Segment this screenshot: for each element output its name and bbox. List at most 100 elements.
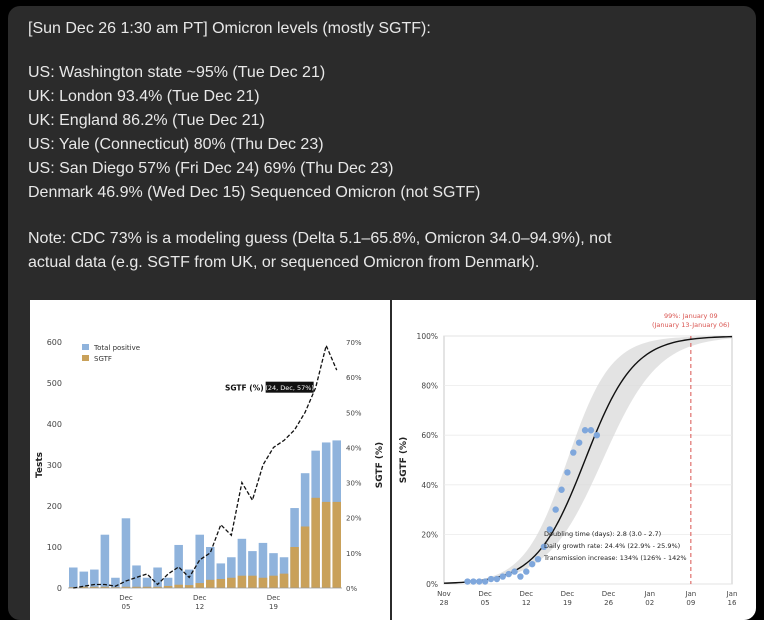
x-tick-label: Jan <box>684 590 696 598</box>
sgtf-bar <box>290 547 299 588</box>
y-tick-label: 600 <box>47 338 62 347</box>
y-tick-label: 20% <box>421 530 438 539</box>
data-point <box>493 575 501 583</box>
data-point <box>552 506 559 513</box>
total-positive-bar <box>195 534 204 588</box>
y-tick-label: 100 <box>47 543 62 552</box>
y2-tick-label: 20% <box>346 515 362 523</box>
x-tick-sublabel: 16 <box>728 599 737 607</box>
data-point <box>558 486 565 493</box>
data-point <box>587 427 595 434</box>
y2-tick-label: 0% <box>346 585 357 593</box>
total-positive-bar <box>279 557 289 588</box>
x-tick-sublabel: 19 <box>563 599 572 607</box>
sgtf-bar <box>227 577 236 588</box>
total-positive-bar <box>248 551 257 588</box>
data-point <box>476 578 483 585</box>
data-point <box>464 578 471 585</box>
data-point <box>517 573 524 580</box>
y-tick-label: 0% <box>426 580 438 589</box>
total-positive-bar <box>174 544 183 588</box>
sgtf-bar <box>269 575 278 588</box>
stats-line: Transmission increase: 134% (126% - 142% <box>543 554 687 562</box>
y2-tick-label: 70% <box>346 339 362 347</box>
legend-label-sgtf: SGTF <box>94 355 112 363</box>
x-tick-label: Jan <box>643 590 655 598</box>
x-tick-sublabel: 28 <box>440 599 449 607</box>
sgtf-bar <box>321 501 331 588</box>
y2-axis-title: SGTF (%) <box>375 442 385 488</box>
logistic-fit-chart-panel: 0% 20% 40% 60% 80% 100% SGTF (%) 99%: January 0… <box>392 300 756 620</box>
data-point <box>487 575 495 583</box>
data-point <box>564 469 571 476</box>
sgtf-bar <box>111 587 120 588</box>
post-card: [Sun Dec 26 1:30 am PT] Omicron levels (… <box>8 6 756 620</box>
sgtf-bar <box>174 584 183 588</box>
y2-tick-label: 30% <box>346 480 362 488</box>
sgtf-bar <box>279 573 289 588</box>
sgtf-bar <box>300 526 310 588</box>
y-tick-label: 80% <box>421 382 438 391</box>
post-line: US: Yale (Connecticut) 80% (Thu Dec 23) <box>28 136 324 153</box>
post-header: [Sun Dec 26 1:30 am PT] Omicron levels (… <box>28 20 431 37</box>
total-positive-bar <box>206 547 215 588</box>
total-positive-bar <box>216 563 226 588</box>
y-tick-label: 500 <box>47 379 62 388</box>
x-tick-label: Dec <box>193 594 207 602</box>
y2-tick-label: 50% <box>346 409 362 417</box>
x-tick-label: Dec <box>520 590 534 598</box>
y-tick-label: 60% <box>421 431 438 440</box>
post-note: actual data (e.g. SGTF from UK, or seque… <box>28 254 540 271</box>
y-tick-label: 40% <box>421 481 438 490</box>
sgtf-bar <box>132 586 141 588</box>
x-tick-sublabel: 19 <box>269 603 278 611</box>
y-axis-title: SGTF (%) <box>399 437 409 483</box>
x-tick-label: Dec <box>119 594 133 602</box>
sgtf-bar <box>216 578 226 588</box>
data-point <box>546 526 553 533</box>
sgtf-bar <box>153 586 162 588</box>
sgtf-bar <box>121 586 131 588</box>
y-tick-label: 400 <box>47 420 62 429</box>
sgtf-bar <box>163 585 173 588</box>
total-positive-bar <box>132 565 141 588</box>
sgtf-bar-chart-panel: 0 100 200 300 400 500 600 0% 10% 20% 30% 40% 50% 60% 7… <box>30 300 390 620</box>
sgtf-bar-chart: 0 100 200 300 400 500 600 0% 10% 20% 30% 40% 50% 60% 7… <box>35 338 385 611</box>
data-point <box>505 570 512 578</box>
post-line: UK: London 93.4% (Tue Dec 21) <box>28 88 260 105</box>
marker-sublabel: (January 13-January 06) <box>652 321 730 329</box>
x-tick-sublabel: 05 <box>122 603 131 611</box>
total-positive-bar <box>184 569 194 588</box>
total-positive-bar <box>163 577 173 588</box>
data-point <box>528 560 536 568</box>
y-tick-label: 200 <box>47 502 62 511</box>
x-tick-label: Nov <box>437 590 451 598</box>
confidence-band <box>444 336 732 584</box>
logistic-fit-chart: 0% 20% 40% 60% 80% 100% SGTF (%) 99%: January 0… <box>399 312 738 607</box>
total-positive-bar <box>79 571 89 588</box>
x-tick-label: Jan <box>726 590 738 598</box>
x-tick-sublabel: 05 <box>481 599 490 607</box>
total-positive-bar <box>142 577 152 588</box>
sgtf-bar <box>258 577 268 588</box>
sgtf-bar <box>100 586 110 588</box>
data-point <box>534 556 542 563</box>
sgtf-bar <box>90 586 99 588</box>
post-line: US: San Diego 57% (Fri Dec 24) 69% (Thu … <box>28 160 394 177</box>
legend-swatch-total <box>82 344 89 350</box>
annotation-value: (24, Dec, 57%) <box>265 384 314 392</box>
post-note: Note: CDC 73% is a modeling guess (Delta… <box>28 230 612 247</box>
total-positive-bar <box>227 557 236 588</box>
y2-tick-label: 60% <box>346 374 362 382</box>
x-tick-label: Dec <box>602 590 616 598</box>
data-point <box>470 578 477 585</box>
total-positive-bar <box>121 518 131 588</box>
total-positive-bar <box>111 577 120 588</box>
data-point <box>575 439 583 446</box>
data-point <box>581 427 589 434</box>
total-positive-bar <box>69 567 78 588</box>
annotation-label: SGTF (%) <box>225 384 264 393</box>
x-tick-sublabel: 26 <box>604 599 613 607</box>
sgtf-bar <box>206 579 215 588</box>
post-line: US: Washington state ~95% (Tue Dec 21) <box>28 64 326 81</box>
